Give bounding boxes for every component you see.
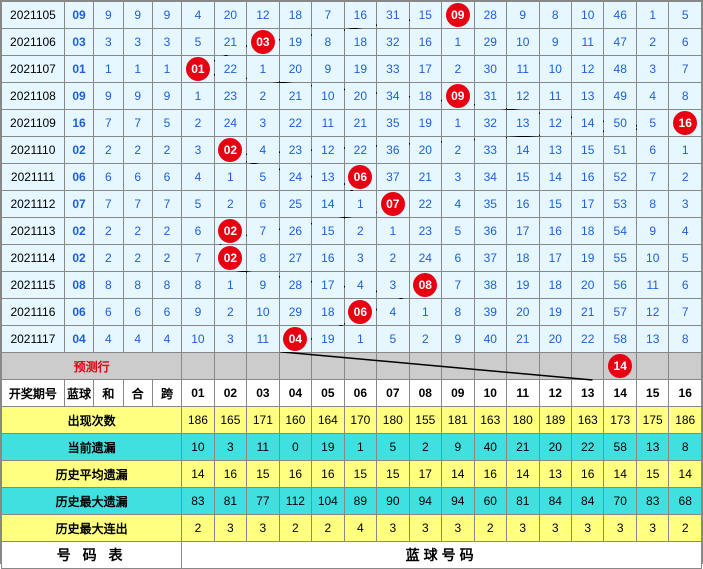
- data-row: 20211140222270282716322463718171955105: [2, 245, 702, 272]
- header-row: 开奖期号蓝球和合跨0102030405060708091011121314151…: [2, 380, 702, 407]
- hit-ball: 09: [446, 84, 470, 108]
- hit-ball: 02: [218, 138, 242, 162]
- data-row: 2021115088888192817430873819182056116: [2, 272, 702, 299]
- data-row: 202111002222302423122236202331413155161: [2, 137, 702, 164]
- data-row: 2021112077775262514107224351615175383: [2, 191, 702, 218]
- hit-ball: 06: [348, 165, 372, 189]
- footer-row: 号 码 表蓝球号码: [2, 542, 702, 569]
- data-row: 2021108099991232211020341809311211134948: [2, 83, 702, 110]
- data-row: 20211110666641524130637213341514165272: [2, 164, 702, 191]
- stats-row: 当前遗漏1031101915294021202258138: [2, 434, 702, 461]
- data-row: 20211160666692102918064183920192157127: [2, 299, 702, 326]
- hit-ball: 08: [413, 273, 437, 297]
- lottery-trend-chart: 2021105099994201218716311509289810461520…: [0, 0, 703, 564]
- hit-ball: 01: [186, 57, 210, 81]
- data-row: 20211060333352103198183216129109114726: [2, 29, 702, 56]
- stats-row: 历史最大连出2332243332333332: [2, 515, 702, 542]
- data-row: 20211050999942012187163115092898104615: [2, 2, 702, 29]
- data-row: 202110701111012212091933172301110124837: [2, 56, 702, 83]
- stats-row: 出现次数186165171160164170180155181163180189…: [2, 407, 702, 434]
- stats-row: 历史最大遗漏8381771121048990949460818484708368: [2, 488, 702, 515]
- stats-row: 历史平均遗漏14161516161515171416141316141514: [2, 461, 702, 488]
- hit-ball: 02: [218, 219, 242, 243]
- hit-ball: 16: [673, 111, 697, 135]
- hit-ball: 09: [446, 3, 470, 27]
- hit-ball: 02: [218, 246, 242, 270]
- hit-ball: 07: [381, 192, 405, 216]
- trend-table: 2021105099994201218716311509289810461520…: [1, 1, 702, 569]
- hit-ball: 03: [251, 30, 275, 54]
- data-row: 2021113022226027261521235361716185494: [2, 218, 702, 245]
- data-row: 2021109167752243221121351913213121450516: [2, 110, 702, 137]
- prediction-row: 预测行14: [2, 353, 702, 380]
- hit-ball: 04: [283, 327, 307, 351]
- hit-ball: 06: [348, 300, 372, 324]
- hit-ball: 14: [608, 354, 632, 378]
- data-row: 20211170444410311041915294021202258138: [2, 326, 702, 353]
